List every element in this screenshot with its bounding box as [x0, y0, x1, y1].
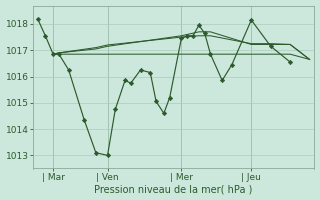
X-axis label: Pression niveau de la mer( hPa ): Pression niveau de la mer( hPa ): [94, 184, 253, 194]
